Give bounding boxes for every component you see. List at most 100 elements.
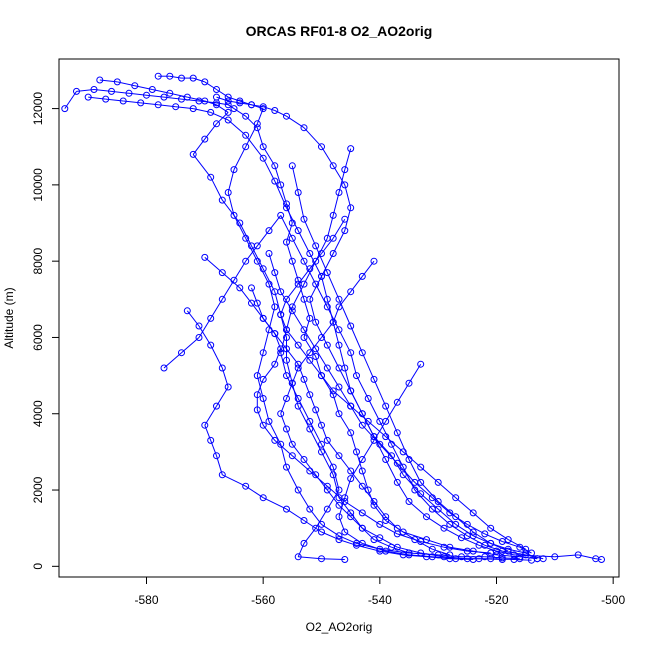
data-point: [335, 536, 343, 544]
data-point: [335, 452, 343, 460]
data-point: [347, 204, 355, 212]
data-point: [306, 417, 314, 425]
data-point: [347, 145, 355, 153]
data-point: [242, 131, 250, 139]
data-point: [358, 509, 366, 517]
x-axis: -580 -560 -540 -520 -500: [134, 576, 625, 607]
data-point: [218, 196, 226, 204]
data-point: [96, 76, 104, 84]
series-line-segment: [216, 89, 229, 98]
series-line-segment: [321, 425, 328, 441]
series-line-segment: [361, 440, 375, 460]
data-point: [288, 234, 296, 242]
series-line-segment: [274, 333, 282, 350]
data-point: [417, 478, 425, 486]
series-line-segment: [391, 444, 404, 468]
series-line-segment: [326, 485, 346, 502]
data-point: [306, 295, 314, 303]
data-point: [393, 459, 401, 467]
series-line-segment: [280, 291, 293, 312]
y-axis: 0 2000 4000 6000 8000 10000 12000: [31, 92, 60, 570]
series-line-segment: [291, 367, 299, 384]
data-point: [172, 103, 180, 111]
data-point: [259, 494, 267, 502]
series-line-segment: [251, 287, 258, 304]
data-point: [358, 467, 366, 475]
data-point: [329, 211, 337, 219]
series-line-segment: [280, 352, 287, 376]
series-line-segment: [303, 260, 317, 285]
series-line-segment: [367, 398, 381, 422]
series-line-segment: [291, 283, 305, 308]
data-point: [382, 517, 390, 524]
series-line-segment: [362, 542, 386, 552]
series-line-segment: [455, 516, 474, 533]
series-line-segment: [286, 428, 293, 445]
series-line-segment: [198, 325, 212, 346]
data-point: [335, 486, 343, 494]
series-line-segment: [420, 482, 439, 502]
data-point: [113, 78, 121, 86]
data-point: [224, 189, 232, 196]
series-line-segment: [396, 482, 410, 502]
data-point: [259, 143, 267, 151]
data-point: [277, 410, 285, 418]
data-point: [160, 364, 168, 372]
data-point: [218, 269, 226, 277]
series-line-segment: [502, 550, 526, 556]
series-line-segment: [216, 102, 229, 106]
data-point: [207, 173, 215, 181]
series-line-segment: [210, 299, 223, 319]
data-point: [248, 101, 255, 109]
series-line-segment: [321, 146, 334, 167]
series-line-segment: [262, 398, 270, 422]
series-line-segment: [286, 375, 299, 399]
series-line-segment: [309, 421, 322, 445]
series-line-segment: [256, 108, 264, 124]
data-point: [288, 452, 296, 460]
data-point: [370, 498, 378, 505]
series-line-segment: [350, 405, 363, 426]
data-point: [259, 349, 267, 357]
series-line-segment: [332, 230, 346, 254]
series-line-segment: [449, 546, 474, 552]
series-line-segment: [326, 299, 334, 323]
series-line-segment: [204, 257, 223, 273]
data-point: [393, 530, 401, 538]
series-line-segment: [227, 169, 235, 193]
series-line-segment: [256, 302, 264, 319]
series-line-segment: [286, 466, 299, 491]
series-line-segment: [303, 329, 317, 350]
data-point: [347, 513, 355, 521]
data-point: [440, 543, 448, 551]
data-point: [370, 536, 378, 544]
data-point: [323, 303, 331, 311]
series-line-segment: [408, 459, 422, 483]
data-point: [423, 513, 430, 521]
data-point: [300, 326, 308, 334]
data-point: [323, 505, 331, 513]
series-line-segment: [210, 440, 217, 456]
data-point: [294, 227, 302, 235]
plot-area: [61, 72, 605, 564]
data-point: [498, 556, 506, 563]
series-line-segment: [326, 489, 340, 510]
x-tick-label: -500: [601, 593, 625, 607]
series-line-segment: [193, 77, 205, 83]
data-point: [353, 372, 360, 380]
series-line-segment: [321, 253, 334, 277]
series-9: [265, 250, 535, 557]
data-point: [248, 284, 255, 292]
data-point: [318, 421, 325, 429]
x-axis-label: O2_AO2orig: [306, 620, 373, 634]
series-line-segment: [286, 306, 293, 330]
series-line-segment: [519, 546, 532, 554]
data-point: [335, 341, 343, 349]
series-line-segment: [350, 325, 363, 353]
series-line-segment: [326, 344, 340, 369]
series-line-segment: [437, 501, 457, 518]
data-point: [207, 341, 215, 349]
series-line-segment: [315, 508, 328, 529]
data-point: [382, 402, 390, 410]
